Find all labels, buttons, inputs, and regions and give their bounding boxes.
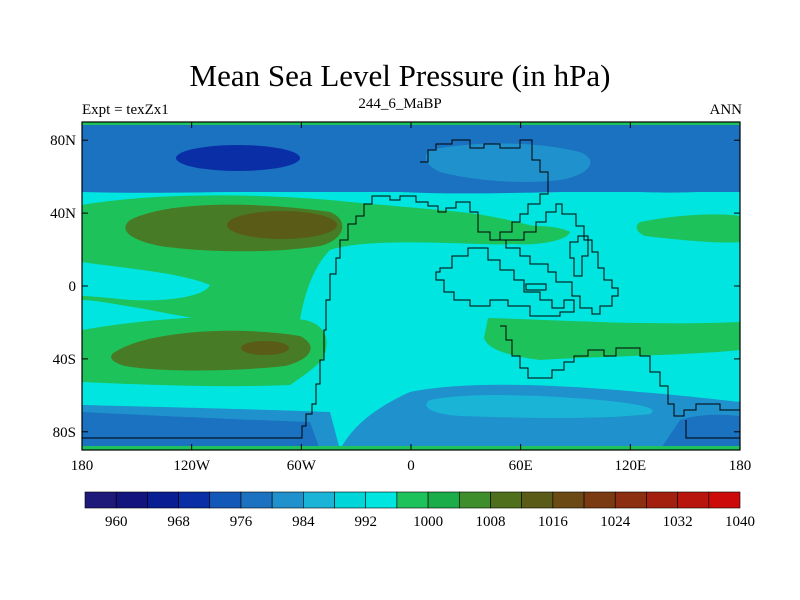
- colorbar: 960 968 976 984 992 1000 1008 1016 1024 1032 1040: [84, 491, 755, 530]
- coastline-east-continent: [498, 203, 619, 315]
- colorbar-swatch: [614, 491, 647, 509]
- colorbar-label: 1008: [475, 514, 505, 530]
- field-southern-speckle: [426, 395, 653, 418]
- coastlines: [82, 139, 740, 439]
- field-north-high-east: [636, 214, 740, 243]
- colorbar-swatch: [552, 491, 585, 509]
- pressure-field: [82, 122, 740, 450]
- colorbar-swatch: [583, 491, 616, 509]
- colorbar-swatch: [490, 491, 522, 509]
- colorbar-label: 984: [292, 514, 315, 530]
- field-south-high-east: [484, 318, 740, 360]
- colorbar-swatch: [178, 491, 211, 509]
- x-tick-label: 180: [71, 458, 94, 474]
- colorbar-label: 1016: [538, 514, 569, 530]
- coastline-central-basin: [435, 247, 575, 317]
- colorbar-swatch: [521, 491, 554, 509]
- field-south-pacific-high: [111, 330, 311, 371]
- colorbar-label: 968: [167, 514, 190, 530]
- colorbar-swatch: [271, 491, 304, 509]
- x-tick-label: 120E: [614, 458, 646, 474]
- coastline-southern-continent: [500, 325, 740, 417]
- season-label: ANN: [709, 102, 743, 118]
- colorbar-label: 1024: [600, 514, 631, 530]
- colorbar-swatch: [334, 491, 367, 509]
- colorbar-swatch: [677, 491, 710, 509]
- field-arctic-low: [176, 145, 300, 171]
- colorbar-swatch: [646, 491, 678, 509]
- field-north-cyan-patch: [425, 143, 591, 183]
- colorbar-label: 992: [354, 514, 377, 530]
- coastline-lake-a: [569, 235, 589, 277]
- y-tick-label: 40N: [50, 206, 76, 222]
- y-tick-label: 80S: [53, 425, 76, 441]
- colorbar-swatch: [303, 491, 335, 509]
- y-tick-label: 40S: [53, 352, 76, 368]
- y-tick-label: 0: [69, 279, 77, 295]
- colorbar-swatch: [84, 491, 117, 509]
- colorbar-swatch: [209, 491, 242, 509]
- colorbar-label: 1032: [663, 514, 693, 530]
- y-axis: 80N 40N 0 40S 80S: [50, 133, 740, 441]
- coastline-antarctic-east: [685, 420, 740, 439]
- x-tick-label: 180: [729, 458, 752, 474]
- colorbar-swatch: [458, 491, 491, 509]
- colorbar-swatch: [115, 491, 148, 509]
- map-title: Mean Sea Level Pressure (in hPa): [189, 58, 611, 93]
- colorbar-label: 1000: [413, 514, 443, 530]
- colorbar-swatch: [147, 491, 179, 509]
- x-tick-label: 0: [407, 458, 415, 474]
- colorbar-label: 1040: [725, 514, 755, 530]
- colorbar-swatch: [365, 491, 398, 509]
- field-south-dark-band-east: [660, 414, 740, 450]
- field-south-dark-band: [82, 412, 320, 450]
- x-tick-label: 60W: [287, 458, 317, 474]
- coastline-lake-b: [525, 283, 547, 291]
- colorbar-label: 976: [230, 514, 253, 530]
- x-axis: 180 120W 60W 0 60E 120E 180: [71, 122, 752, 474]
- age-label: 244_6_MaBP: [358, 96, 442, 112]
- colorbar-swatch: [396, 491, 429, 509]
- colorbar-swatch: [427, 491, 460, 509]
- x-tick-label: 60E: [509, 458, 533, 474]
- field-south-pacific-core: [241, 341, 289, 355]
- field-equatorial-tongue: [82, 262, 210, 301]
- colorbar-swatch: [708, 491, 741, 509]
- experiment-label: Expt = texZx1: [82, 102, 169, 118]
- coastline-west-continent: [82, 139, 549, 439]
- y-tick-label: 80N: [50, 133, 76, 149]
- x-tick-label: 120W: [173, 458, 211, 474]
- colorbar-swatch: [240, 491, 273, 509]
- colorbar-label: 960: [105, 514, 128, 530]
- field-north-pacific-core: [227, 211, 337, 239]
